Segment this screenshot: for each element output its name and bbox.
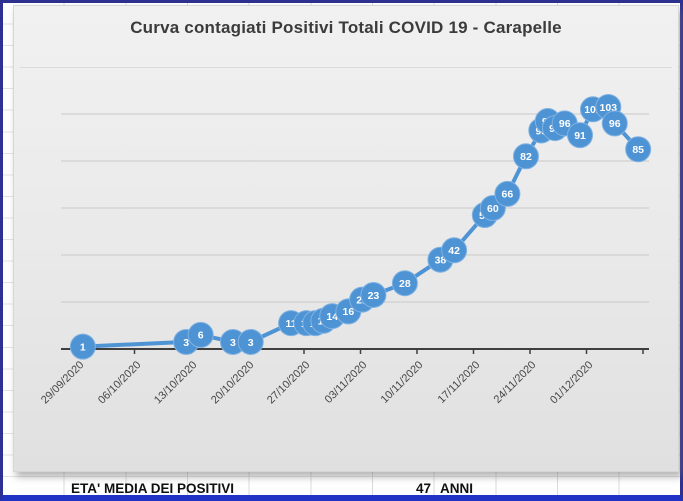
data-point-label: 28	[399, 278, 411, 290]
data-point-label: 3	[230, 337, 236, 349]
data-point-label: 23	[368, 290, 380, 302]
average-age-label: ETA' MEDIA DEI POSITIVI	[71, 481, 234, 496]
covid-curve-chart: Curva contagiati Positivi Totali COVID 1…	[13, 5, 679, 472]
data-point-label: 38	[435, 255, 447, 267]
data-point-label: 3	[248, 337, 254, 349]
title-divider	[20, 67, 672, 68]
data-point-marker	[237, 328, 264, 355]
data-point-label: 96	[609, 118, 621, 130]
data-point-label: 3	[183, 337, 189, 349]
data-point-marker	[512, 143, 539, 170]
data-point-marker	[567, 122, 594, 149]
plot-area: 1363311111112141621232838425760668293979…	[61, 93, 652, 360]
data-point-label: 82	[520, 151, 532, 163]
average-age-value: 47	[415, 481, 431, 496]
data-point-label: 60	[487, 203, 499, 215]
data-point-label: 14	[326, 311, 338, 323]
data-point-label: 96	[559, 118, 571, 130]
chart-title: Curva contagiati Positivi Totali COVID 1…	[130, 18, 562, 37]
data-point-marker	[601, 110, 628, 137]
data-point-label: 6	[198, 330, 204, 342]
data-point-label: 11	[286, 318, 297, 330]
data-point-label: 66	[502, 189, 514, 201]
data-point-marker	[391, 270, 418, 297]
data-point-label: 85	[632, 144, 644, 156]
data-point-marker	[494, 180, 521, 207]
data-point-marker	[441, 237, 468, 264]
data-point-label: 91	[574, 130, 586, 142]
data-point-marker	[625, 136, 652, 163]
data-point-marker	[360, 281, 387, 308]
average-age-unit: ANNI	[440, 481, 473, 496]
data-point-label: 42	[448, 245, 460, 257]
data-point-marker	[187, 321, 214, 348]
data-point-label: 1	[80, 341, 86, 353]
data-point-label: 16	[343, 306, 355, 318]
data-point-marker	[69, 333, 96, 360]
